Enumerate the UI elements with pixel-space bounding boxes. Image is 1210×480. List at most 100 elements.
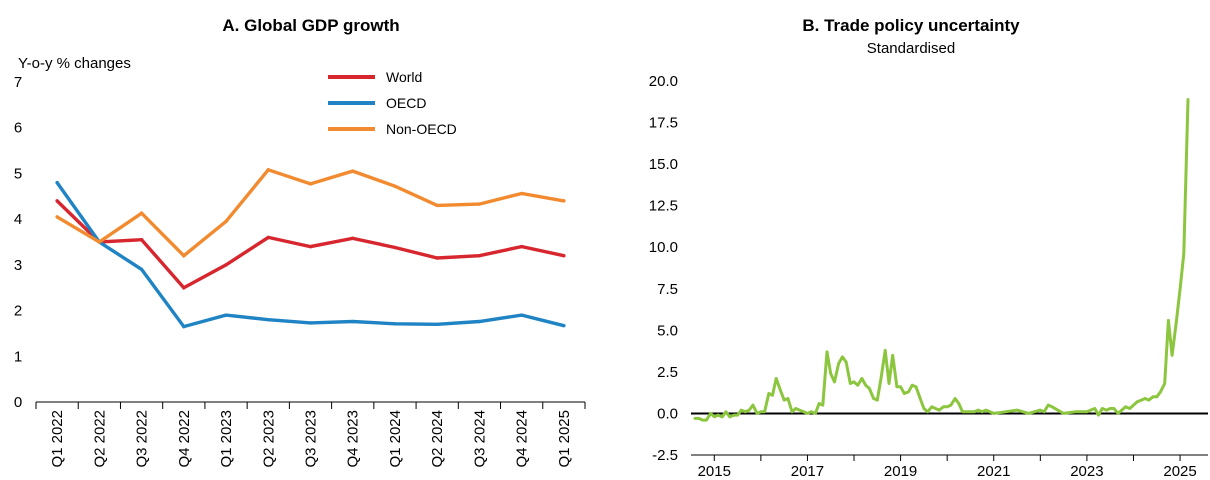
panel-b-point bbox=[1050, 405, 1054, 409]
panel-b-point bbox=[794, 407, 798, 410]
panel-b-point bbox=[899, 385, 902, 389]
panel-b-y-tick-label: 0.0 bbox=[657, 405, 678, 422]
panel-b-point bbox=[949, 403, 953, 407]
panel-b-point bbox=[747, 408, 751, 412]
panel-b-point bbox=[961, 410, 964, 414]
panel-b-point bbox=[1105, 408, 1108, 412]
panel-b-point bbox=[1124, 405, 1127, 409]
panel-a-point-non-oecd bbox=[351, 169, 355, 173]
panel-b-point bbox=[1004, 410, 1007, 414]
panel-a-point-world bbox=[266, 235, 270, 240]
panel-b-point bbox=[879, 377, 883, 380]
panel-b-y-tick-label: -2.5 bbox=[652, 447, 678, 464]
panel-a-point-non-oecd bbox=[435, 203, 439, 208]
panel-b-x-tick-label: 2015 bbox=[698, 463, 731, 480]
panel-a-y-tick-label: 6 bbox=[14, 120, 22, 137]
panel-b-point bbox=[809, 410, 813, 414]
panel-b-point bbox=[1100, 407, 1104, 410]
panel-b-point bbox=[786, 397, 790, 400]
panel-b-point bbox=[1108, 407, 1112, 410]
panel-b-point bbox=[841, 355, 844, 359]
panel-a-point-world bbox=[519, 244, 524, 249]
panel-b-y-tick-label: 10.0 bbox=[649, 239, 678, 256]
panel-a-legend: World OECD Non-OECD bbox=[328, 69, 457, 137]
panel-b-point bbox=[837, 362, 840, 365]
panel-b-point bbox=[1147, 398, 1151, 402]
panel-b-point bbox=[895, 385, 899, 389]
panel-b-point bbox=[848, 382, 852, 385]
panel-a-y-ticks: 0 1 2 3 4 5 6 7 bbox=[14, 74, 22, 411]
panel-b-point bbox=[903, 392, 906, 395]
panel-b-point bbox=[701, 418, 704, 422]
panel-b-point bbox=[942, 405, 945, 409]
panel-b-point bbox=[736, 413, 739, 417]
panel-b-point bbox=[1042, 410, 1046, 414]
panel-b-point bbox=[763, 410, 766, 414]
panel-a-y-tick-label: 1 bbox=[14, 348, 22, 365]
panel-b-point bbox=[1182, 252, 1186, 256]
panel-a-point-oecd bbox=[562, 323, 566, 328]
panel-b-title: B. Trade policy uncertainty bbox=[802, 16, 1020, 35]
panel-b-point bbox=[1128, 407, 1132, 410]
panel-b-point bbox=[852, 380, 856, 384]
panel-a-point-world bbox=[55, 199, 59, 203]
panel-b-point bbox=[868, 387, 871, 390]
panel-a-y-tick-label: 2 bbox=[14, 303, 22, 320]
panel-a-point-world bbox=[393, 245, 397, 250]
panel-a-point-world bbox=[139, 238, 144, 242]
panel-a-y-axis-label: Y-o-y % changes bbox=[18, 55, 131, 72]
panel-b-point bbox=[728, 415, 731, 419]
panel-a-point-oecd bbox=[351, 319, 355, 324]
panel-b-point bbox=[1085, 410, 1089, 414]
panel-a-point-oecd bbox=[55, 180, 59, 185]
panel-b-point bbox=[984, 408, 988, 412]
panel-b-point bbox=[1027, 412, 1030, 415]
panel-a-line-world bbox=[55, 199, 565, 290]
panel-b-point bbox=[1097, 413, 1100, 417]
panel-a-point-world bbox=[435, 256, 439, 260]
panel-a-y-tick-label: 3 bbox=[14, 257, 22, 274]
panel-b-point bbox=[814, 412, 817, 415]
panel-b-point bbox=[907, 390, 910, 394]
panel-b-point bbox=[732, 413, 736, 417]
panel-b-point bbox=[1112, 407, 1116, 410]
panel-b-point bbox=[1155, 395, 1159, 399]
panel-b-point bbox=[945, 405, 949, 409]
panel-a-point-world bbox=[182, 286, 186, 290]
panel-a-legend-label-world: World bbox=[386, 69, 422, 85]
panel-a-x-tick-label: Q2 2022 bbox=[91, 410, 108, 468]
panel-b-point bbox=[782, 398, 786, 402]
panel-a-x-tick-label: Q4 2023 bbox=[345, 410, 362, 468]
panel-b-y-tick-label: 7.5 bbox=[657, 281, 678, 298]
panel-a-point-world bbox=[562, 254, 566, 258]
panel-b-subtitle: Standardised bbox=[867, 40, 955, 57]
panel-b-point bbox=[716, 413, 720, 417]
panel-a-legend-label-oecd: OECD bbox=[386, 95, 426, 111]
panel-a-point-oecd bbox=[519, 313, 524, 317]
panel-b-point bbox=[802, 410, 806, 414]
panel-b-point bbox=[1073, 410, 1077, 414]
panel-a-y-tick-label: 0 bbox=[14, 394, 22, 411]
panel-b-point bbox=[988, 410, 992, 414]
panel-b-x-ticks: 2015 2017 2019 2021 2023 2025 bbox=[691, 454, 1208, 480]
panel-b-point bbox=[705, 418, 708, 422]
panel-a-x-tick-label: Q4 2022 bbox=[176, 410, 193, 468]
panel-b-point bbox=[856, 383, 860, 387]
panel-b-point bbox=[829, 372, 833, 375]
panel-a-point-non-oecd bbox=[97, 240, 102, 244]
panel-b-point bbox=[751, 403, 755, 407]
panel-b-point bbox=[864, 383, 867, 387]
panel-b-point bbox=[918, 397, 922, 400]
panel-b-point bbox=[965, 410, 969, 414]
panel-a-point-world bbox=[477, 254, 482, 258]
panel-b-point bbox=[969, 410, 972, 414]
panel-b-point bbox=[891, 353, 894, 357]
panel-a-y-tick-label: 4 bbox=[14, 211, 22, 228]
panel-b-point bbox=[767, 392, 771, 395]
panel-b-y-tick-label: 12.5 bbox=[649, 198, 678, 215]
panel-a-legend-label-non-oecd: Non-OECD bbox=[386, 121, 457, 137]
panel-b-point bbox=[1093, 407, 1097, 410]
panel-b-point bbox=[860, 377, 864, 380]
panel-b-point bbox=[1132, 403, 1135, 407]
panel-b-point bbox=[693, 417, 697, 420]
